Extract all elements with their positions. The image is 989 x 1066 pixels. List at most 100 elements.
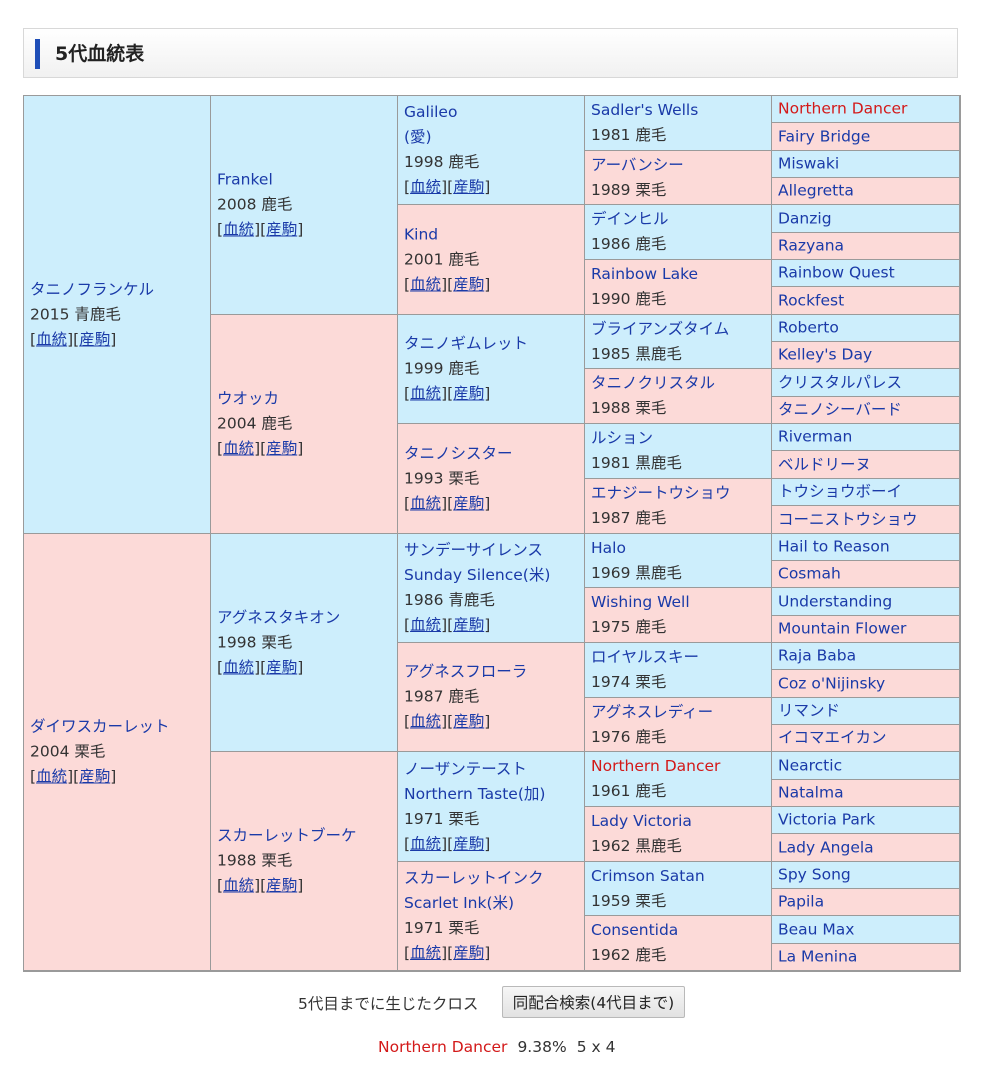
- offspring-link[interactable]: 産駒: [453, 834, 485, 853]
- pedigree-link[interactable]: 血統: [36, 767, 68, 786]
- horse-name-link[interactable]: スカーレットブーケ: [217, 826, 357, 845]
- horse-alt-name-link[interactable]: (愛): [404, 128, 432, 146]
- horse-name-link[interactable]: Hail to Reason: [778, 537, 890, 556]
- horse-name-link[interactable]: Riverman: [778, 427, 853, 446]
- horse-name-link[interactable]: Cosmah: [778, 564, 841, 583]
- horse-name-link[interactable]: タニノクリスタル: [591, 374, 716, 392]
- offspring-link[interactable]: 産駒: [453, 275, 485, 293]
- horse-name-link[interactable]: Razyana: [778, 236, 845, 255]
- pedigree-link[interactable]: 血統: [223, 220, 255, 239]
- pedigree-link[interactable]: 血統: [410, 616, 442, 634]
- horse-name-link[interactable]: リマンド: [778, 701, 841, 720]
- offspring-link[interactable]: 産駒: [453, 616, 485, 634]
- horse-links: [血統][産駒]: [404, 712, 491, 731]
- horse-alt-name-link[interactable]: Sunday Silence(米): [404, 566, 551, 584]
- horse-name-link[interactable]: Nearctic: [778, 756, 843, 774]
- horse-name-link[interactable]: Miswaki: [778, 154, 840, 173]
- horse-name-link[interactable]: Northern Dancer: [778, 99, 908, 118]
- horse-name-link[interactable]: Wishing Well: [591, 593, 690, 611]
- cross-horse-link[interactable]: Northern Dancer: [378, 1038, 508, 1056]
- horse-name-link[interactable]: イコマエイカン: [778, 728, 887, 747]
- pedigree-link[interactable]: 血統: [36, 330, 68, 348]
- horse-name-link[interactable]: Rockfest: [778, 291, 845, 309]
- pedigree-link[interactable]: 血統: [410, 384, 442, 403]
- horse-name-link[interactable]: Fairy Bridge: [778, 127, 871, 145]
- same-cross-search-button[interactable]: 同配合検索(4代目まで): [502, 986, 685, 1018]
- horse-name-link[interactable]: アグネスタキオン: [217, 608, 341, 626]
- horse-name-link[interactable]: Mountain Flower: [778, 619, 907, 638]
- horse-name-link[interactable]: Rainbow Quest: [778, 263, 895, 282]
- offspring-link[interactable]: 産駒: [266, 876, 298, 895]
- horse-name-link[interactable]: La Menina: [778, 947, 858, 966]
- pedigree-link[interactable]: 血統: [223, 876, 255, 895]
- offspring-link[interactable]: 産駒: [453, 178, 485, 196]
- pedigree-link[interactable]: 血統: [410, 834, 442, 853]
- pedigree-link[interactable]: 血統: [223, 658, 255, 676]
- horse-name-link[interactable]: ベルドリーヌ: [778, 455, 872, 473]
- pedigree-cell-gen4: Halo 1969 黒鹿毛: [585, 534, 772, 588]
- offspring-link[interactable]: 産駒: [79, 767, 111, 786]
- horse-name-link[interactable]: アグネスフローラ: [404, 662, 528, 681]
- pedigree-link[interactable]: 血統: [410, 944, 442, 962]
- horse-name-link[interactable]: Beau Max: [778, 920, 855, 938]
- horse-name-link[interactable]: Danzig: [778, 209, 832, 227]
- horse-name-link[interactable]: ルション: [591, 429, 654, 447]
- offspring-link[interactable]: 産駒: [453, 712, 485, 731]
- horse-name-link[interactable]: ウオッカ: [217, 389, 280, 408]
- horse-name-link[interactable]: エナジートウショウ: [591, 484, 731, 502]
- horse-name-link[interactable]: タニノシスター: [404, 444, 513, 462]
- horse-name-link[interactable]: タニノフランケル: [30, 280, 155, 298]
- offspring-link[interactable]: 産駒: [266, 220, 298, 239]
- horse-name-link[interactable]: ダイワスカーレット: [30, 717, 170, 736]
- pedigree-cell-gen5: Understanding: [772, 588, 960, 616]
- horse-name-link[interactable]: Roberto: [778, 318, 839, 337]
- horse-name-link[interactable]: Consentida: [591, 921, 679, 939]
- horse-name-link[interactable]: クリスタルパレス: [778, 373, 903, 391]
- horse-name-link[interactable]: コーニストウショウ: [778, 510, 918, 528]
- offspring-link[interactable]: 産駒: [453, 494, 485, 512]
- horse-name-link[interactable]: Northern Dancer: [591, 757, 721, 775]
- pedigree-link[interactable]: 血統: [223, 439, 255, 458]
- horse-name-link[interactable]: Allegretta: [778, 181, 854, 200]
- horse-name-link[interactable]: Understanding: [778, 592, 893, 610]
- horse-name-link[interactable]: Coz o'Nijinsky: [778, 674, 886, 692]
- horse-name-link[interactable]: Frankel: [217, 170, 273, 189]
- pedigree-link[interactable]: 血統: [410, 275, 442, 293]
- offspring-link[interactable]: 産駒: [266, 439, 298, 458]
- horse-name-link[interactable]: タニノギムレット: [404, 334, 529, 353]
- horse-name-link[interactable]: Kelley's Day: [778, 345, 873, 364]
- horse-alt-name-link[interactable]: Northern Taste(加): [404, 784, 546, 803]
- horse-name-link[interactable]: Victoria Park: [778, 810, 876, 829]
- horse-name-link[interactable]: タニノシーバード: [778, 400, 902, 419]
- offspring-link[interactable]: 産駒: [79, 330, 111, 348]
- offspring-link[interactable]: 産駒: [266, 658, 298, 676]
- horse-name-link[interactable]: トウショウボーイ: [778, 482, 903, 501]
- horse-name-link[interactable]: ノーザンテースト: [404, 759, 527, 778]
- pedigree-link[interactable]: 血統: [410, 178, 442, 196]
- horse-name-link[interactable]: Lady Angela: [778, 838, 874, 856]
- horse-name-link[interactable]: アグネスレディー: [591, 702, 714, 721]
- horse-name-link[interactable]: サンデーサイレンス: [404, 541, 543, 559]
- offspring-link[interactable]: 産駒: [453, 384, 485, 403]
- horse-alt-name-link[interactable]: Scarlet Ink(米): [404, 894, 515, 912]
- horse-year-color: 1975 鹿毛: [591, 618, 667, 636]
- offspring-link[interactable]: 産駒: [453, 944, 485, 962]
- horse-name-link[interactable]: Halo: [591, 538, 626, 557]
- horse-name-link[interactable]: Lady Victoria: [591, 812, 692, 830]
- horse-name-link[interactable]: Raja Baba: [778, 646, 857, 665]
- horse-name-link[interactable]: Crimson Satan: [591, 866, 705, 885]
- horse-name-link[interactable]: Rainbow Lake: [591, 265, 699, 283]
- horse-name-link[interactable]: ブライアンズタイム: [591, 319, 730, 338]
- horse-name-link[interactable]: ロイヤルスキー: [591, 648, 700, 666]
- horse-name-link[interactable]: Kind: [404, 225, 439, 243]
- horse-name-link[interactable]: Natalma: [778, 783, 844, 802]
- horse-name-link[interactable]: スカーレットインク: [404, 869, 544, 887]
- pedigree-link[interactable]: 血統: [410, 494, 442, 512]
- horse-name-link[interactable]: アーバンシー: [591, 155, 684, 174]
- horse-name-link[interactable]: Papila: [778, 892, 825, 911]
- horse-name-link[interactable]: Galileo: [404, 103, 458, 121]
- horse-name-link[interactable]: デインヒル: [591, 210, 669, 228]
- horse-name-link[interactable]: Spy Song: [778, 865, 851, 884]
- horse-name-link[interactable]: Sadler's Wells: [591, 101, 699, 119]
- pedigree-link[interactable]: 血統: [410, 712, 442, 731]
